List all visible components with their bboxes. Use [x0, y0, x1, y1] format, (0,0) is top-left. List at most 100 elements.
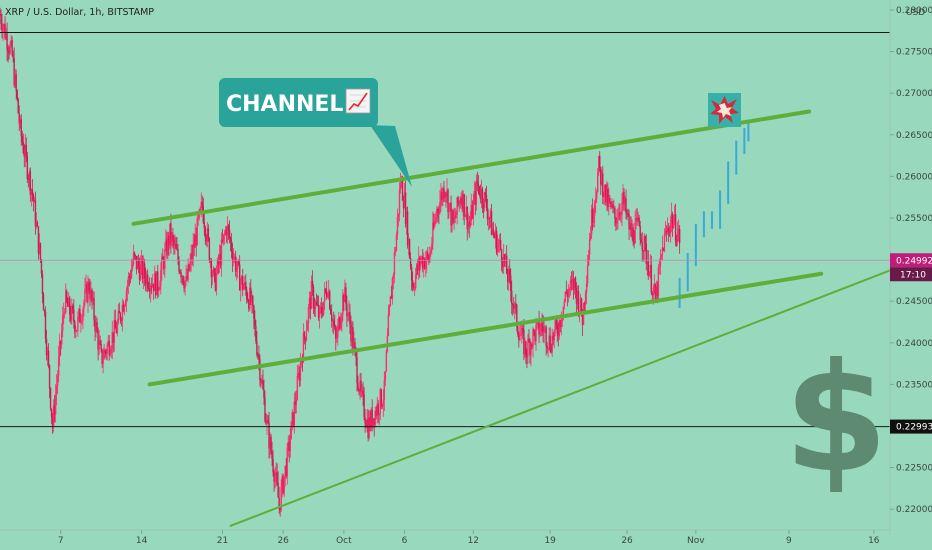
candle-body — [305, 330, 308, 341]
candle-body — [558, 320, 560, 337]
price-tick-label: 0.22500 — [896, 464, 932, 474]
candle-body — [146, 274, 149, 288]
candle-body — [455, 215, 457, 219]
candle-body — [533, 329, 535, 331]
candle-body — [200, 201, 202, 208]
candle-body — [630, 223, 632, 237]
candle-body — [647, 261, 649, 277]
candle-body — [230, 241, 233, 253]
candle-body — [273, 472, 275, 482]
candle-body — [519, 335, 521, 341]
candle-body — [335, 327, 337, 340]
candle-body — [299, 363, 302, 381]
time-ticks: 7 14 21 26 Oct 6 12 19 26 Nov 9 16 — [58, 530, 880, 546]
candle-body — [428, 256, 430, 262]
current-price-value: 0.24992 — [896, 256, 932, 266]
channel-lower-line[interactable] — [147, 271, 824, 387]
candle-body — [500, 249, 503, 262]
candle-body — [599, 155, 601, 168]
candle-body — [319, 307, 322, 309]
candle-body — [291, 411, 293, 422]
candle-body — [459, 201, 461, 203]
candle-body — [491, 229, 494, 235]
candle-body — [40, 259, 43, 274]
candle-body — [114, 320, 116, 329]
candle-body — [134, 255, 137, 257]
candle-body — [173, 238, 175, 246]
candle-body — [416, 264, 419, 271]
candle-body — [77, 316, 79, 331]
candle-body — [39, 243, 42, 260]
candle-body — [257, 354, 259, 356]
candle-body — [413, 287, 416, 289]
candle-body — [106, 345, 108, 354]
candle-body — [425, 261, 427, 269]
candle-body — [261, 380, 263, 383]
candle-body — [458, 201, 460, 205]
candle-body — [60, 331, 63, 345]
candle-body — [160, 270, 162, 287]
candle-body — [446, 189, 448, 197]
candle-body — [475, 180, 478, 205]
candle-body — [415, 264, 418, 276]
candle-body — [187, 264, 189, 280]
candle-body — [163, 259, 165, 269]
candle-body — [1, 24, 3, 32]
candle-body — [560, 321, 563, 328]
candle-body — [36, 222, 39, 227]
candle-body — [156, 271, 158, 296]
candle-body — [504, 255, 507, 263]
candle-body — [405, 211, 408, 224]
candle-body — [512, 304, 514, 306]
candle-body — [479, 194, 482, 200]
candle-body — [38, 243, 41, 254]
candle-body — [147, 287, 150, 289]
candle-body — [93, 297, 95, 320]
candle-body — [546, 345, 548, 348]
candle-body — [545, 327, 547, 346]
channel-callout[interactable]: CHANNEL — [219, 78, 412, 187]
rising-support-line[interactable] — [229, 269, 891, 527]
candle-body — [240, 281, 242, 291]
channel-upper-line[interactable] — [131, 109, 812, 226]
candle-body — [342, 295, 344, 316]
candle-body — [10, 40, 12, 45]
candle-body — [199, 207, 201, 210]
candle-body — [125, 290, 128, 303]
candle-body — [153, 283, 155, 291]
candle-body — [382, 400, 385, 406]
candle-body — [44, 311, 47, 339]
candle-body — [157, 271, 159, 292]
candle-body — [29, 171, 32, 195]
candle-body — [638, 217, 640, 227]
candle-body — [316, 304, 319, 306]
candle-body — [501, 261, 504, 268]
candle-body — [264, 397, 266, 422]
candle-body — [242, 276, 244, 290]
candle-body — [47, 350, 50, 366]
candle-body — [614, 207, 616, 218]
candle-body — [548, 335, 550, 348]
candle-body — [540, 323, 542, 332]
candle-body — [129, 277, 132, 279]
candle-body — [197, 218, 199, 220]
candle-body — [597, 172, 599, 192]
candle-body — [116, 322, 119, 333]
candle-body — [172, 234, 174, 239]
candle-body — [615, 217, 617, 224]
candle-body — [577, 291, 580, 314]
candle-body — [182, 276, 184, 284]
candle-body — [248, 301, 250, 309]
candle-body — [620, 214, 622, 216]
candle-body — [377, 403, 379, 415]
candle-body — [206, 228, 209, 242]
candle-body — [487, 217, 490, 220]
candle-body — [58, 340, 61, 357]
candle-body — [192, 243, 194, 259]
candle-body — [71, 305, 73, 321]
candle-body — [356, 357, 358, 383]
candle-body — [331, 314, 333, 322]
candle-body — [480, 188, 483, 200]
candle-body — [268, 422, 270, 449]
